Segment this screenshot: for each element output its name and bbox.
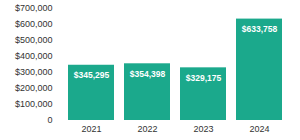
- svg-text:$300,000: $300,000: [15, 67, 53, 77]
- svg-text:$200,000: $200,000: [15, 83, 53, 93]
- svg-text:2022: 2022: [137, 124, 157, 134]
- svg-text:$700,000: $700,000: [15, 3, 53, 13]
- svg-text:2024: 2024: [249, 124, 269, 134]
- svg-text:$600,000: $600,000: [15, 19, 53, 29]
- svg-text:2021: 2021: [81, 124, 101, 134]
- svg-text:$100,000: $100,000: [15, 99, 53, 109]
- svg-text:$329,175: $329,175: [186, 73, 222, 83]
- svg-text:0: 0: [47, 115, 52, 125]
- svg-text:$345,295: $345,295: [74, 70, 110, 80]
- svg-text:$633,758: $633,758: [242, 24, 278, 34]
- svg-text:$500,000: $500,000: [15, 35, 53, 45]
- svg-text:$354,398: $354,398: [130, 69, 166, 79]
- svg-text:2023: 2023: [193, 124, 213, 134]
- svg-text:$400,000: $400,000: [15, 51, 53, 61]
